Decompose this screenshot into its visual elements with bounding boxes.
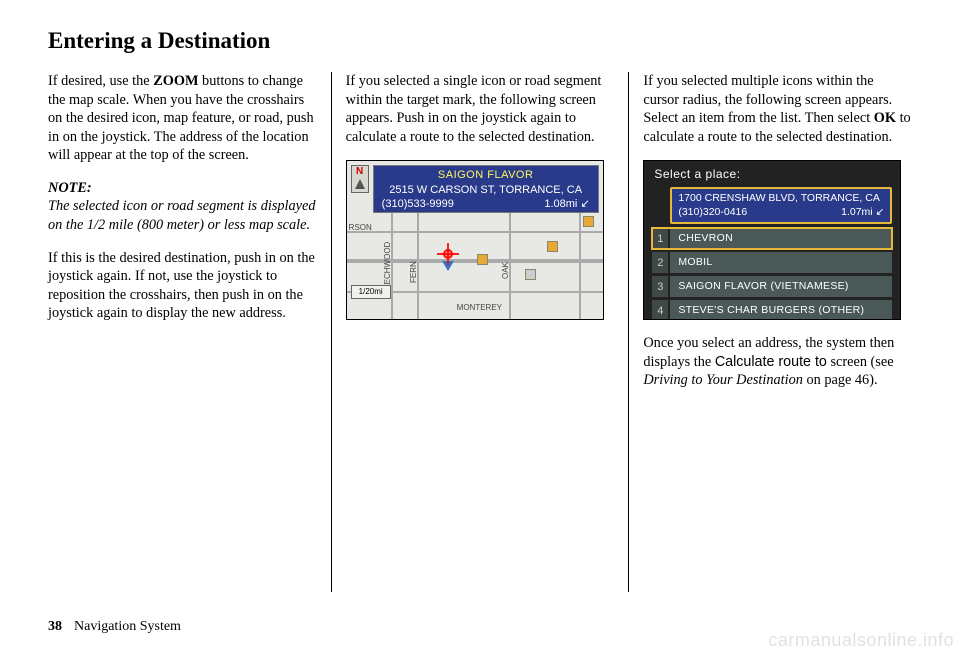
list-num: 2 [652,252,668,273]
text: If desired, use the [48,73,153,89]
poi-icon [525,269,536,280]
road-label: OAK [501,262,511,279]
road-label: MONTEREY [457,303,502,313]
column-2: If you selected a single icon or road se… [332,72,630,592]
restaurant-icon [477,254,488,265]
col3-para1: If you selected multiple icons within th… [643,72,912,146]
list-item[interactable]: 1 CHEVRON [652,228,892,249]
info-name: SAIGON FLAVOR [380,168,592,182]
road-line [347,231,603,233]
text: on page 46). [803,372,878,388]
list-num: 1 [652,228,668,249]
content-columns: If desired, use the ZOOM buttons to chan… [48,72,912,592]
zoom-label: ZOOM [153,73,198,89]
info-phone: (310)533-9999 [382,197,454,211]
page-title: Entering a Destination [48,28,912,54]
list-header: 1700 CRENSHAW BLVD, TORRANCE, CA (310)32… [670,187,892,224]
list-label: STEVE'S CHAR BURGERS (OTHER) [670,300,892,320]
section-name: Navigation System [74,619,181,634]
note-label: NOTE: [48,180,92,196]
text: If you selected multiple icons within th… [643,73,892,126]
list-item[interactable]: 4 STEVE'S CHAR BURGERS (OTHER) [652,300,892,320]
text: screen (see [827,354,894,370]
col2-para1: If you selected a single icon or road se… [346,72,615,146]
info-address: 2515 W CARSON ST, TORRANCE, CA [380,183,592,197]
road-label: RSON [349,223,372,233]
list-num: 3 [652,276,668,297]
list-label: CHEVRON [670,228,892,249]
list-num: 4 [652,300,668,320]
list-item[interactable]: 2 MOBIL [652,252,892,273]
scale-indicator: 1/20mi [351,285,391,299]
column-1: If desired, use the ZOOM buttons to chan… [48,72,332,592]
screen-name: Calculate route to [715,354,827,370]
col1-para2: If this is the desired destination, push… [48,249,317,323]
list-header-distance: 1.07mi ↙ [841,206,884,220]
list-item[interactable]: 3 SAIGON FLAVOR (VIETNAMESE) [652,276,892,297]
list-label: SAIGON FLAVOR (VIETNAMESE) [670,276,892,297]
road-label: FERN [409,262,419,284]
list-title: Select a place: [644,161,900,185]
map-screenshot: N SAIGON FLAVOR 2515 W CARSON ST, TORRAN… [346,160,604,320]
note-body: The selected icon or road segment is dis… [48,198,316,233]
list-rows: 1 CHEVRON 2 MOBIL 3 SAIGON FLAVOR (VIETN… [652,228,892,320]
list-label: MOBIL [670,252,892,273]
crosshair-icon [437,243,459,265]
col1-note: NOTE: The selected icon or road segment … [48,179,317,235]
list-header-address: 1700 CRENSHAW BLVD, TORRANCE, CA [678,192,884,206]
page-number: 38 [48,619,62,634]
restaurant-icon [583,216,594,227]
col1-para1: If desired, use the ZOOM buttons to chan… [48,72,317,165]
compass-n: N [352,166,368,178]
watermark: carmanualsonline.info [768,630,954,651]
compass-arrow-icon [355,179,365,189]
info-distance: 1.08mi ↙ [544,197,589,211]
column-3: If you selected multiple icons within th… [629,72,912,592]
list-screenshot: Select a place: 1700 CRENSHAW BLVD, TORR… [643,160,901,320]
road-line [579,213,581,319]
col3-para2: Once you select an address, the system t… [643,334,912,390]
ok-label: OK [874,110,896,126]
reference: Driving to Your Destination [643,372,803,388]
restaurant-icon [547,241,558,252]
list-header-phone: (310)320-0416 [678,206,747,220]
map-info-box: SAIGON FLAVOR 2515 W CARSON ST, TORRANCE… [373,165,599,213]
compass-icon: N [351,165,369,193]
